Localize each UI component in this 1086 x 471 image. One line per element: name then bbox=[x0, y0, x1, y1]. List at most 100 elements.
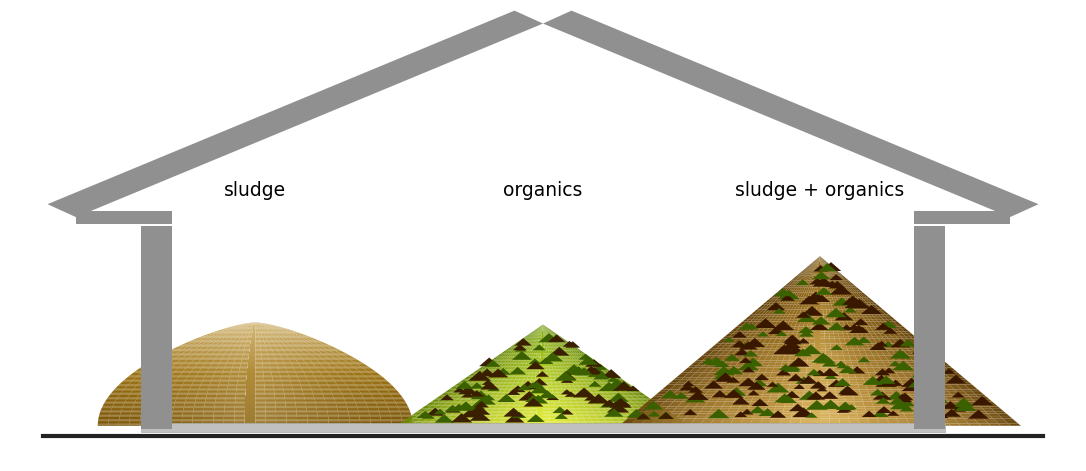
Polygon shape bbox=[761, 353, 768, 356]
Polygon shape bbox=[336, 371, 344, 373]
Polygon shape bbox=[507, 423, 515, 424]
Polygon shape bbox=[552, 385, 556, 387]
Polygon shape bbox=[846, 305, 850, 307]
Polygon shape bbox=[551, 332, 553, 333]
Polygon shape bbox=[244, 413, 255, 414]
Polygon shape bbox=[241, 325, 245, 326]
Polygon shape bbox=[497, 381, 502, 382]
Polygon shape bbox=[632, 421, 644, 423]
Polygon shape bbox=[255, 356, 262, 357]
Polygon shape bbox=[226, 396, 236, 398]
Polygon shape bbox=[181, 373, 190, 374]
Polygon shape bbox=[637, 397, 644, 398]
Polygon shape bbox=[862, 358, 869, 360]
Polygon shape bbox=[859, 351, 866, 353]
Polygon shape bbox=[302, 388, 312, 390]
Polygon shape bbox=[864, 324, 870, 326]
Polygon shape bbox=[838, 290, 842, 292]
Polygon shape bbox=[848, 353, 856, 356]
Polygon shape bbox=[541, 325, 543, 326]
Polygon shape bbox=[225, 401, 236, 402]
Polygon shape bbox=[794, 343, 799, 346]
Polygon shape bbox=[571, 403, 578, 404]
Polygon shape bbox=[198, 340, 204, 341]
Polygon shape bbox=[210, 356, 217, 357]
Polygon shape bbox=[505, 364, 509, 365]
Polygon shape bbox=[496, 369, 501, 371]
Polygon shape bbox=[801, 283, 804, 285]
Polygon shape bbox=[480, 420, 488, 422]
Polygon shape bbox=[820, 302, 823, 305]
Polygon shape bbox=[875, 411, 885, 414]
Polygon shape bbox=[641, 404, 648, 406]
Polygon shape bbox=[834, 377, 842, 380]
Polygon shape bbox=[577, 419, 584, 420]
Polygon shape bbox=[546, 338, 547, 339]
Polygon shape bbox=[640, 414, 652, 416]
Polygon shape bbox=[780, 302, 784, 305]
Polygon shape bbox=[266, 331, 269, 333]
Polygon shape bbox=[565, 385, 570, 387]
Polygon shape bbox=[288, 336, 293, 338]
Polygon shape bbox=[869, 421, 880, 423]
Polygon shape bbox=[862, 307, 868, 309]
Polygon shape bbox=[538, 327, 540, 329]
Polygon shape bbox=[267, 326, 272, 327]
Polygon shape bbox=[543, 390, 547, 391]
Polygon shape bbox=[519, 369, 523, 371]
Polygon shape bbox=[337, 365, 345, 366]
Polygon shape bbox=[811, 261, 814, 263]
Polygon shape bbox=[799, 288, 804, 290]
Polygon shape bbox=[832, 298, 851, 306]
Polygon shape bbox=[776, 375, 785, 377]
Polygon shape bbox=[790, 326, 795, 329]
Polygon shape bbox=[803, 353, 808, 356]
Polygon shape bbox=[363, 396, 372, 398]
Polygon shape bbox=[816, 290, 818, 292]
Polygon shape bbox=[787, 283, 792, 285]
Polygon shape bbox=[801, 360, 808, 363]
Polygon shape bbox=[533, 330, 535, 332]
Polygon shape bbox=[842, 298, 858, 305]
Polygon shape bbox=[823, 263, 825, 266]
Polygon shape bbox=[880, 341, 887, 343]
Polygon shape bbox=[265, 325, 269, 326]
Polygon shape bbox=[227, 330, 231, 331]
Polygon shape bbox=[515, 422, 522, 423]
Polygon shape bbox=[264, 324, 270, 325]
Polygon shape bbox=[532, 352, 535, 353]
Polygon shape bbox=[316, 404, 326, 405]
Polygon shape bbox=[303, 353, 311, 355]
Polygon shape bbox=[543, 339, 544, 341]
Polygon shape bbox=[624, 419, 637, 421]
Polygon shape bbox=[238, 378, 247, 379]
Polygon shape bbox=[830, 419, 839, 421]
Polygon shape bbox=[520, 339, 523, 341]
Polygon shape bbox=[267, 333, 270, 334]
Polygon shape bbox=[559, 342, 563, 343]
Polygon shape bbox=[821, 391, 838, 399]
Polygon shape bbox=[654, 414, 661, 416]
Polygon shape bbox=[817, 309, 820, 312]
Polygon shape bbox=[160, 364, 168, 365]
Polygon shape bbox=[763, 360, 771, 363]
Polygon shape bbox=[566, 364, 569, 365]
Polygon shape bbox=[370, 393, 381, 395]
Polygon shape bbox=[811, 402, 820, 404]
Polygon shape bbox=[836, 407, 849, 413]
Polygon shape bbox=[654, 419, 666, 421]
Polygon shape bbox=[608, 424, 617, 426]
Polygon shape bbox=[820, 373, 826, 375]
Polygon shape bbox=[257, 329, 260, 330]
Polygon shape bbox=[901, 370, 909, 373]
Polygon shape bbox=[603, 380, 608, 381]
Polygon shape bbox=[298, 353, 305, 355]
Polygon shape bbox=[218, 384, 228, 386]
Polygon shape bbox=[291, 382, 300, 383]
Polygon shape bbox=[295, 350, 302, 352]
Polygon shape bbox=[282, 343, 289, 344]
Polygon shape bbox=[838, 409, 847, 411]
Polygon shape bbox=[699, 423, 711, 426]
Polygon shape bbox=[776, 302, 782, 305]
Polygon shape bbox=[836, 271, 841, 273]
